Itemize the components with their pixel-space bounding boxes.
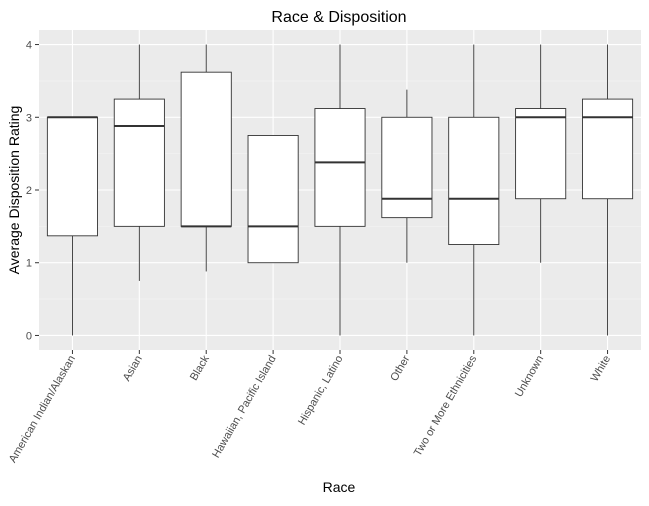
x-tick-label: Two or More Ethnicities [412, 353, 480, 458]
box-0 [46, 116, 98, 336]
y-tick-label: 1 [26, 258, 32, 270]
box-iqr [180, 71, 232, 227]
x-tick-label: White [589, 354, 613, 384]
boxes [46, 44, 634, 336]
y-axis-title: Average Disposition Rating [6, 106, 22, 275]
box-iqr [113, 98, 165, 227]
x-tick-label: Other [388, 353, 412, 383]
box-2 [180, 44, 232, 272]
box-7 [515, 44, 567, 263]
box-iqr [381, 116, 433, 219]
box-8 [582, 44, 634, 336]
y-tick-label: 3 [26, 112, 32, 124]
x-tick-label: Black [188, 353, 212, 383]
x-tick-label: Unknown [513, 354, 546, 400]
x-tick-label: Hispanic, Latino [296, 354, 346, 428]
box-iqr [46, 116, 98, 237]
x-axis: American Indian/Alaskan Asian BlackHawaiia… [7, 350, 613, 465]
box-3 [247, 135, 299, 264]
x-tick-label: American Indian/Alaskan [7, 354, 78, 465]
box-iqr [314, 108, 366, 227]
y-tick-label: 4 [26, 40, 32, 52]
y-axis: 0 1 2 3 4 [26, 40, 39, 342]
y-tick-label: 0 [26, 330, 32, 342]
box-iqr [582, 98, 634, 200]
box-iqr [515, 108, 567, 200]
y-tick-label: 2 [26, 185, 32, 197]
x-tick-label: Hawaiian, Pacific Island [210, 354, 278, 461]
box-1 [113, 44, 165, 281]
box-iqr [247, 135, 299, 264]
box-iqr [448, 116, 500, 245]
chart-title: Race & Disposition [271, 9, 406, 26]
x-axis-title: Race [323, 479, 356, 495]
box-4 [314, 44, 366, 336]
box-6 [448, 44, 500, 336]
x-tick-label: Asian [121, 354, 145, 384]
box-5 [381, 89, 433, 263]
